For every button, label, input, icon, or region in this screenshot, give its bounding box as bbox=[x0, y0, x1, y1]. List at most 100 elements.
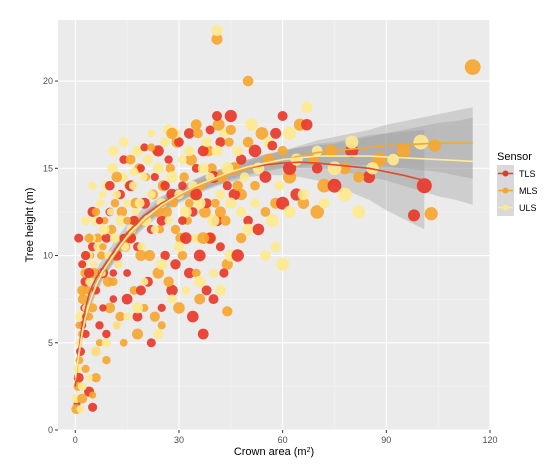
legend: Sensor TLS MLS ULS bbox=[497, 151, 538, 216]
point-tls-83 bbox=[119, 155, 128, 164]
point-uls-67 bbox=[283, 126, 297, 140]
trend-line-uls bbox=[74, 155, 473, 378]
point-mls-52 bbox=[255, 127, 269, 140]
point-uls-10 bbox=[90, 260, 98, 268]
point-tls-99 bbox=[160, 181, 170, 191]
y-tick-label-3: 15 bbox=[43, 163, 53, 173]
point-uls-53 bbox=[201, 137, 212, 148]
point-mls-67 bbox=[428, 139, 441, 152]
point-mls-110 bbox=[109, 277, 118, 287]
point-tls-29 bbox=[152, 145, 164, 157]
y-axis-title: Tree height (m) bbox=[24, 188, 36, 263]
point-uls-106 bbox=[181, 286, 191, 295]
point-tls-56 bbox=[277, 111, 288, 121]
y-axis-ticks: 0 5 10 15 20 bbox=[43, 76, 58, 435]
point-mls-24 bbox=[144, 250, 156, 261]
point-uls-38 bbox=[150, 225, 159, 234]
point-uls-13 bbox=[96, 199, 105, 208]
point-tls-69 bbox=[121, 293, 133, 305]
point-tls-91 bbox=[212, 111, 222, 121]
point-tls-71 bbox=[146, 338, 156, 348]
point-tls-36 bbox=[178, 181, 187, 190]
x-tick-label-3: 90 bbox=[381, 435, 391, 445]
x-axis-ticks: 0 30 60 90 120 bbox=[73, 430, 498, 445]
legend-items: TLS MLS ULS bbox=[497, 165, 538, 216]
point-mls-86 bbox=[81, 364, 90, 373]
point-uls-19 bbox=[107, 163, 118, 174]
point-mls-96 bbox=[166, 127, 178, 140]
point-mls-107 bbox=[260, 207, 271, 217]
point-uls-32 bbox=[134, 198, 145, 209]
point-uls-41 bbox=[160, 137, 170, 147]
point-tls-86 bbox=[197, 328, 209, 340]
y-tick-label-2: 10 bbox=[43, 251, 53, 261]
point-uls-15 bbox=[99, 224, 110, 235]
point-mls-10 bbox=[97, 251, 106, 260]
x-axis-title: Crown area (m2) bbox=[234, 446, 314, 458]
trend-lines bbox=[74, 142, 473, 387]
point-uls-107 bbox=[193, 275, 206, 288]
point-tls-76 bbox=[215, 242, 225, 252]
point-mls-9 bbox=[93, 233, 103, 243]
point-tls-9 bbox=[84, 267, 95, 279]
point-mls-76 bbox=[152, 267, 164, 279]
point-tls-95 bbox=[95, 321, 104, 330]
point-mls-90 bbox=[102, 356, 111, 365]
point-mls-13 bbox=[106, 224, 117, 235]
point-uls-96 bbox=[77, 381, 87, 391]
point-mls-101 bbox=[84, 233, 94, 243]
point-uls-21 bbox=[112, 190, 122, 199]
point-uls-94 bbox=[147, 129, 156, 138]
point-uls-70 bbox=[311, 145, 323, 157]
point-tls-80 bbox=[99, 304, 107, 312]
point-tls-7 bbox=[78, 260, 87, 269]
point-uls-18 bbox=[106, 208, 115, 216]
point-uls-31 bbox=[132, 145, 143, 157]
point-tls-42 bbox=[197, 145, 209, 157]
point-uls-33 bbox=[137, 242, 147, 252]
point-uls-89 bbox=[88, 181, 97, 190]
point-uls-91 bbox=[108, 145, 119, 157]
point-mls-72 bbox=[104, 302, 116, 314]
point-tls-64 bbox=[408, 209, 420, 222]
point-mls-38 bbox=[193, 128, 203, 139]
x-tick-label-0: 0 bbox=[73, 435, 78, 445]
point-mls-78 bbox=[177, 250, 188, 261]
point-mls-111 bbox=[123, 216, 131, 225]
point-uls-37 bbox=[146, 190, 156, 199]
point-uls-17 bbox=[104, 251, 113, 260]
point-uls-47 bbox=[180, 206, 192, 218]
point-uls-66 bbox=[274, 180, 285, 191]
point-uls-116 bbox=[352, 205, 366, 219]
point-tls-28 bbox=[150, 172, 159, 182]
point-mls-88 bbox=[77, 393, 88, 404]
x-tick-label-4: 120 bbox=[482, 435, 497, 445]
point-uls-63 bbox=[245, 118, 258, 131]
point-uls-48 bbox=[184, 145, 195, 157]
point-mls-83 bbox=[157, 321, 166, 330]
point-tls-98 bbox=[135, 285, 146, 296]
point-mls-63 bbox=[353, 171, 365, 183]
point-uls-42 bbox=[164, 216, 173, 225]
point-mls-100 bbox=[77, 285, 88, 296]
point-uls-103 bbox=[132, 302, 143, 314]
point-uls-88 bbox=[81, 216, 91, 226]
point-tls-24 bbox=[136, 164, 145, 173]
point-mls-79 bbox=[191, 268, 201, 278]
point-tls-93 bbox=[276, 196, 290, 210]
legend-dot-mls bbox=[502, 187, 509, 194]
point-uls-80 bbox=[173, 241, 185, 253]
point-tls-101 bbox=[190, 188, 203, 201]
point-mls-97 bbox=[190, 119, 202, 131]
point-uls-52 bbox=[197, 162, 209, 174]
point-tls-14 bbox=[101, 233, 112, 243]
point-tls-52 bbox=[243, 215, 253, 226]
point-tls-41 bbox=[193, 249, 206, 262]
point-mls-106 bbox=[242, 136, 254, 148]
point-uls-109 bbox=[236, 206, 247, 218]
legend-title: Sensor bbox=[497, 151, 532, 163]
point-mls-34 bbox=[179, 172, 189, 182]
point-tls-47 bbox=[215, 137, 226, 148]
point-uls-29 bbox=[128, 181, 138, 191]
